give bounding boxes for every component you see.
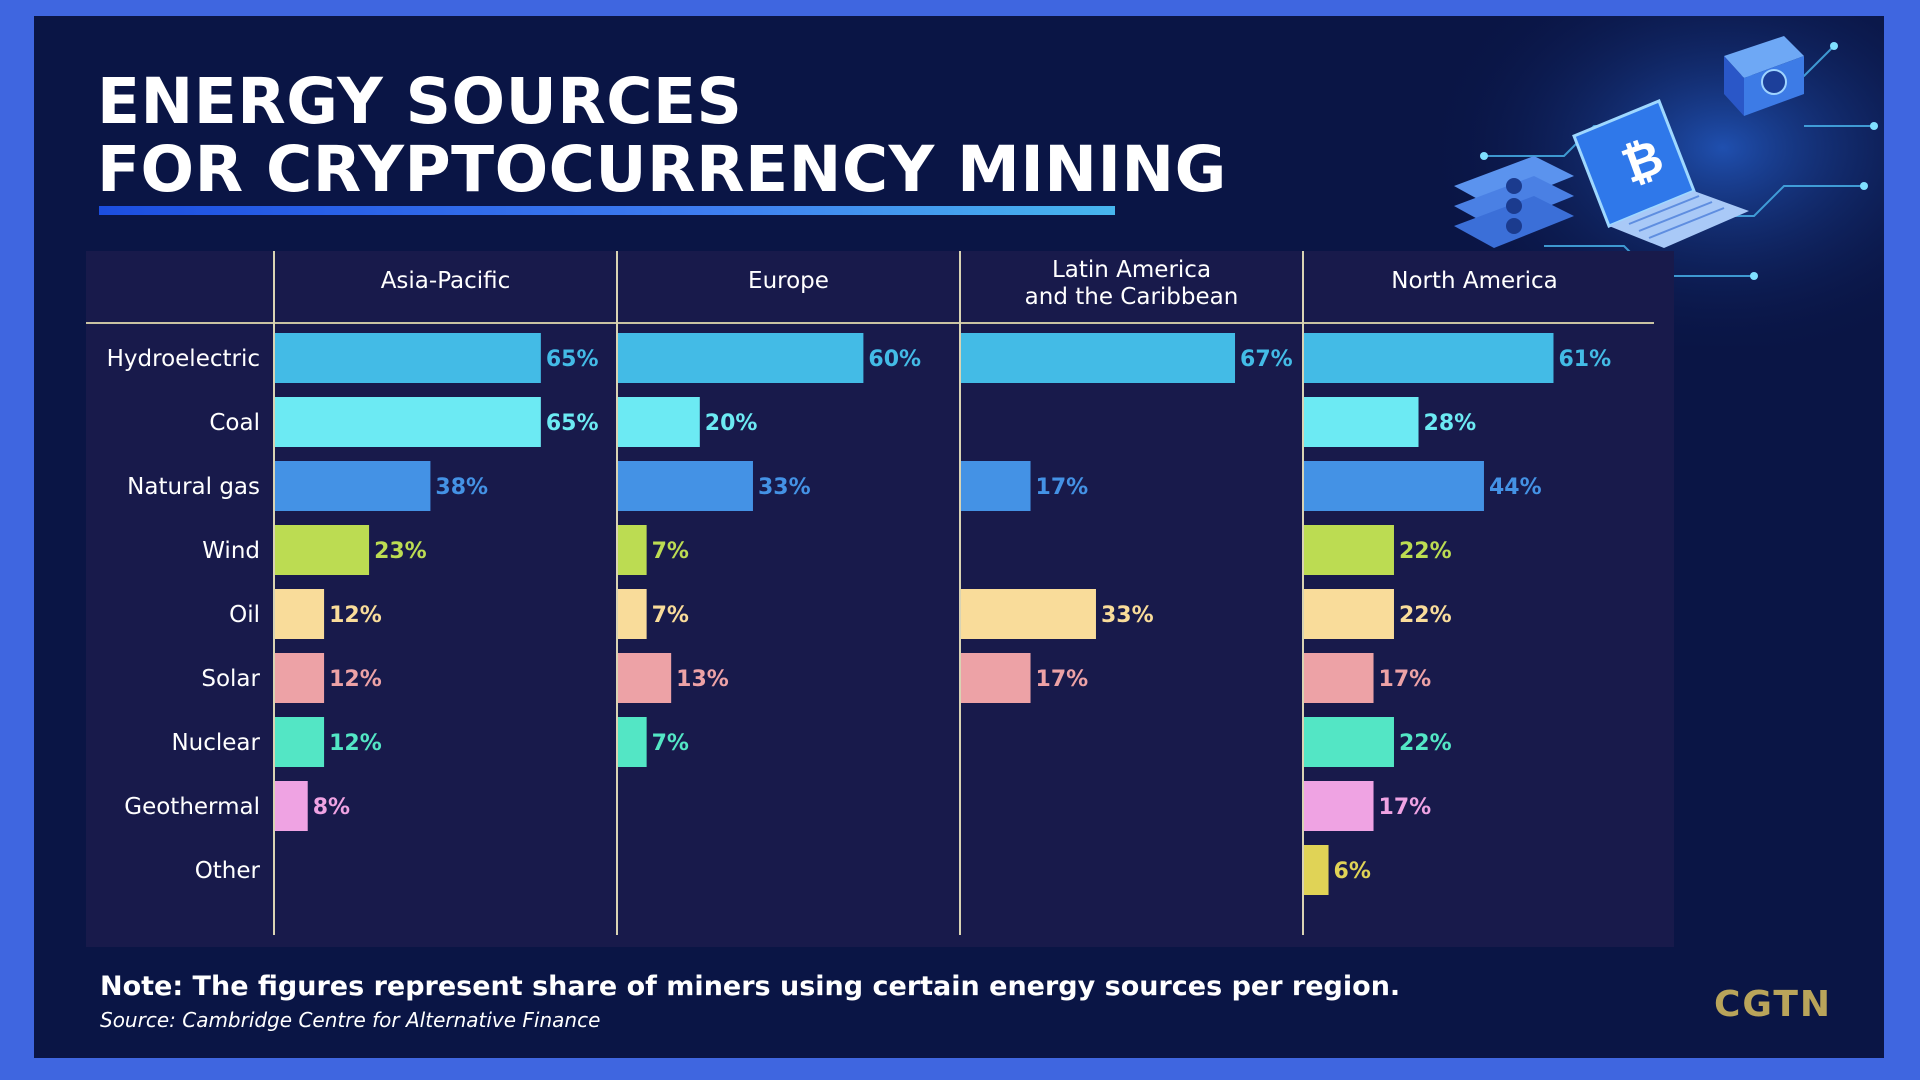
category-label-geothermal: Geothermal	[124, 794, 260, 820]
laptop-icon: ₿	[1572, 99, 1749, 248]
bar-europe-wind	[618, 525, 647, 575]
bar-north-america-geothermal	[1304, 781, 1374, 831]
value-label-north-america-natural-gas: 44%	[1489, 475, 1542, 500]
value-label-north-america-oil: 22%	[1399, 603, 1452, 628]
bar-asia-pacific-geothermal	[275, 781, 308, 831]
bar-europe-coal	[618, 397, 700, 447]
title-line-1: ENERGY SOURCES	[97, 65, 743, 138]
category-label-natural-gas: Natural gas	[127, 474, 260, 500]
bar-north-america-hydroelectric	[1304, 333, 1554, 383]
page-title: ENERGY SOURCES FOR CRYPTOCURRENCY MINING	[97, 68, 1227, 204]
value-label-europe-nuclear: 7%	[652, 731, 689, 756]
value-label-asia-pacific-wind: 23%	[374, 539, 427, 564]
value-label-europe-hydroelectric: 60%	[868, 347, 921, 372]
bar-asia-pacific-solar	[275, 653, 325, 703]
category-label-solar: Solar	[201, 666, 260, 692]
bar-north-america-solar	[1304, 653, 1374, 703]
bar-north-america-coal	[1304, 397, 1419, 447]
value-label-north-america-nuclear: 22%	[1399, 731, 1452, 756]
bar-asia-pacific-hydroelectric	[275, 333, 541, 383]
value-label-north-america-other: 6%	[1334, 859, 1371, 884]
value-label-europe-wind: 7%	[652, 539, 689, 564]
value-label-latin-america-and-the-caribbean-oil: 33%	[1101, 603, 1154, 628]
region-header-asia-pacific: Asia-Pacific	[381, 268, 511, 294]
bar-latin-america-and-the-caribbean-solar	[961, 653, 1031, 703]
bar-asia-pacific-wind	[275, 525, 370, 575]
value-label-asia-pacific-natural-gas: 38%	[435, 475, 488, 500]
bar-north-america-wind	[1304, 525, 1394, 575]
value-label-north-america-wind: 22%	[1399, 539, 1452, 564]
region-header-europe: Europe	[748, 268, 829, 294]
bar-latin-america-and-the-caribbean-natural-gas	[961, 461, 1031, 511]
title-underline	[99, 206, 1115, 215]
bar-latin-america-and-the-caribbean-oil	[961, 589, 1096, 639]
cgtn-logo: CGTN	[1714, 984, 1833, 1025]
value-label-asia-pacific-geothermal: 8%	[313, 795, 350, 820]
mining-rig-icon	[1724, 36, 1804, 116]
gpu-stack-icon	[1454, 156, 1574, 248]
bar-asia-pacific-oil	[275, 589, 325, 639]
bar-europe-natural-gas	[618, 461, 753, 511]
bar-europe-nuclear	[618, 717, 647, 767]
value-label-north-america-solar: 17%	[1379, 667, 1432, 692]
value-label-asia-pacific-hydroelectric: 65%	[546, 347, 599, 372]
energy-sources-chart: Asia-Pacific Europe Latin America and the C…	[86, 251, 1674, 947]
bar-north-america-other	[1304, 845, 1329, 895]
source-credit: Source: Cambridge Centre for Alternative…	[100, 1008, 601, 1032]
infographic-frame: ₿ ENERGY SOURCES FOR CRYPTOCURRENCY MINI…	[34, 16, 1884, 1058]
category-label-wind: Wind	[202, 538, 260, 564]
bar-asia-pacific-nuclear	[275, 717, 325, 767]
category-label-nuclear: Nuclear	[171, 730, 260, 756]
value-label-north-america-coal: 28%	[1424, 411, 1477, 436]
value-label-europe-oil: 7%	[652, 603, 689, 628]
value-label-latin-america-and-the-caribbean-solar: 17%	[1036, 667, 1089, 692]
category-label-other: Other	[195, 858, 261, 884]
bar-north-america-nuclear	[1304, 717, 1394, 767]
chart-canvas: Asia-Pacific Europe Latin America and the C…	[86, 251, 1654, 935]
bar-asia-pacific-coal	[275, 397, 541, 447]
value-label-north-america-hydroelectric: 61%	[1558, 347, 1611, 372]
bar-asia-pacific-natural-gas	[275, 461, 431, 511]
footnote: Note: The figures represent share of min…	[100, 971, 1401, 1002]
bar-europe-oil	[618, 589, 647, 639]
region-header-latin-america-and-the-caribbean: Latin America and the Caribbean	[1025, 257, 1239, 310]
value-label-asia-pacific-solar: 12%	[329, 667, 382, 692]
bar-north-america-natural-gas	[1304, 461, 1484, 511]
value-label-asia-pacific-coal: 65%	[546, 411, 599, 436]
bar-latin-america-and-the-caribbean-hydroelectric	[961, 333, 1236, 383]
value-label-europe-natural-gas: 33%	[758, 475, 811, 500]
bar-north-america-oil	[1304, 589, 1394, 639]
value-label-asia-pacific-nuclear: 12%	[329, 731, 382, 756]
value-label-latin-america-and-the-caribbean-hydroelectric: 67%	[1240, 347, 1293, 372]
category-label-coal: Coal	[209, 410, 260, 436]
category-label-hydroelectric: Hydroelectric	[107, 346, 260, 372]
value-label-europe-coal: 20%	[705, 411, 758, 436]
value-label-europe-solar: 13%	[676, 667, 729, 692]
value-label-north-america-geothermal: 17%	[1379, 795, 1432, 820]
value-label-asia-pacific-oil: 12%	[329, 603, 382, 628]
category-label-oil: Oil	[229, 602, 260, 628]
bar-europe-solar	[618, 653, 672, 703]
bar-europe-hydroelectric	[618, 333, 864, 383]
region-header-north-america: North America	[1391, 268, 1558, 294]
title-line-2: FOR CRYPTOCURRENCY MINING	[97, 133, 1227, 206]
value-label-latin-america-and-the-caribbean-natural-gas: 17%	[1036, 475, 1089, 500]
